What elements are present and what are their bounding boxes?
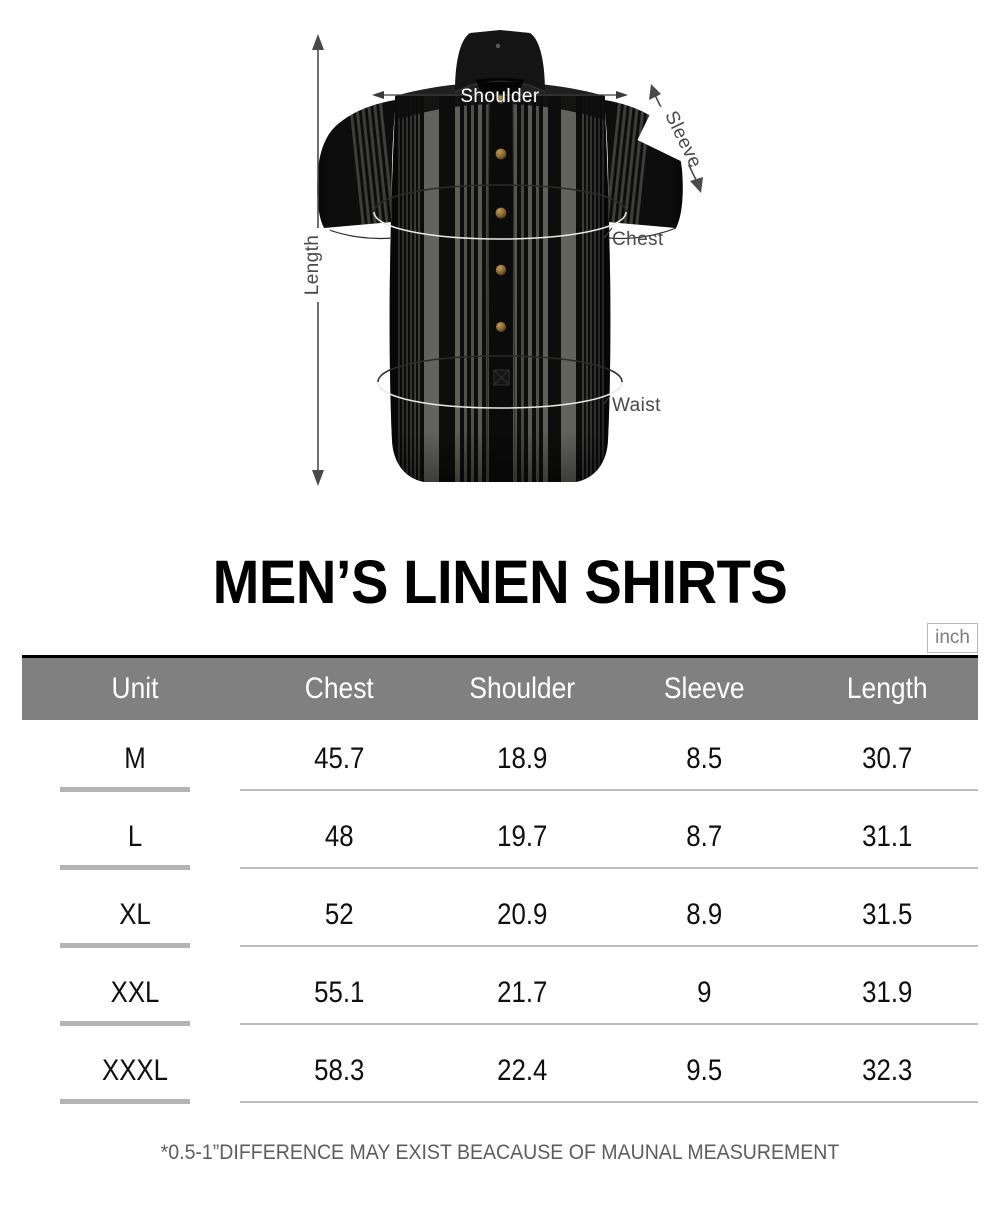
cell-sleeve: 9 (697, 976, 712, 1009)
cell-length: 31.9 (861, 976, 912, 1009)
cell-sleeve: 8.7 (686, 820, 723, 853)
row-divider-unit (60, 1099, 190, 1104)
table-row: M 45.7 18.9 8.5 30.7 (22, 720, 978, 798)
cell-shoulder: 22.4 (496, 1054, 547, 1087)
cell-length: 31.5 (861, 898, 912, 931)
shoulder-measure-line (372, 91, 628, 99)
waist-measure-ellipse (377, 355, 623, 409)
row-divider-data (240, 1023, 978, 1025)
cell-chest: 45.7 (314, 742, 365, 775)
row-divider-unit (60, 787, 190, 792)
chest-label: Chest (612, 229, 664, 250)
cell-shoulder: 21.7 (496, 976, 547, 1009)
column-header-unit: Unit (111, 672, 159, 705)
cell-sleeve: 8.5 (686, 742, 723, 775)
column-header-chest: Chest (304, 672, 374, 705)
shirt-stripe-pattern-body (389, 96, 611, 482)
length-label: Length (302, 235, 323, 296)
waist-label: Waist (612, 395, 661, 416)
cell-length: 30.7 (861, 742, 912, 775)
cell-shoulder: 19.7 (496, 820, 547, 853)
cell-shoulder: 20.9 (496, 898, 547, 931)
row-divider-data (240, 945, 978, 947)
measurement-disclaimer: *0.5-1”DIFFERENCE MAY EXIST BEACAUSE OF … (160, 1141, 840, 1164)
column-header-shoulder: Shoulder (468, 672, 575, 705)
row-divider-unit (60, 865, 190, 870)
table-row: XXXL 58.3 22.4 9.5 32.3 (22, 1032, 978, 1110)
cell-length: 32.3 (861, 1054, 912, 1087)
cell-length: 31.1 (861, 820, 912, 853)
table-row: XXL 55.1 21.7 9 31.9 (22, 954, 978, 1032)
cell-chest: 52 (324, 898, 354, 931)
cell-unit: XL (119, 898, 151, 931)
shirt-illustration: Length Shoulder Sleeve Chest (0, 0, 1000, 520)
cell-chest: 48 (324, 820, 354, 853)
column-header-length: Length (846, 672, 928, 705)
sleeve-measure-arrow (637, 84, 713, 193)
cell-shoulder: 18.9 (496, 742, 547, 775)
chest-measure-ellipse (373, 184, 627, 240)
table-row: XL 52 20.9 8.9 31.5 (22, 876, 978, 954)
shirt-buttons (495, 94, 507, 332)
shirt-graphic (317, 30, 683, 483)
row-divider-data (240, 867, 978, 869)
cell-chest: 55.1 (314, 976, 365, 1009)
table-row: L 48 19.7 8.7 31.1 (22, 798, 978, 876)
cell-unit: L (127, 820, 143, 853)
cell-sleeve: 9.5 (686, 1054, 723, 1087)
cell-unit: XXXL (102, 1054, 168, 1087)
page-title: MEN’S LINEN SHIRTS (212, 548, 788, 616)
row-divider-data (240, 789, 978, 791)
cell-unit: XXL (110, 976, 160, 1009)
shirt-collar (455, 30, 545, 92)
length-measure-arrow (306, 34, 330, 486)
column-header-sleeve: Sleeve (663, 672, 745, 705)
row-divider-data (240, 1101, 978, 1103)
cell-sleeve: 8.9 (686, 898, 723, 931)
row-divider-unit (60, 943, 190, 948)
cell-unit: M (124, 742, 146, 775)
unit-badge: inch (927, 623, 978, 653)
row-divider-unit (60, 1021, 190, 1026)
cell-chest: 58.3 (314, 1054, 365, 1087)
shoulder-label: Shoulder (460, 86, 540, 107)
size-chart-table: Unit Chest Shoulder Sleeve Length M 45.7… (22, 655, 978, 1110)
table-header-row: Unit Chest Shoulder Sleeve Length (22, 655, 978, 720)
